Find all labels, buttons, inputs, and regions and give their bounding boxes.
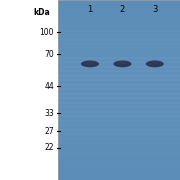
Ellipse shape (81, 60, 99, 67)
Text: 27: 27 (44, 127, 54, 136)
Bar (58, 75, 180, 81)
Text: 70: 70 (44, 50, 54, 59)
Bar (58, 43, 180, 50)
Bar (58, 160, 180, 166)
Bar (58, 0, 180, 4)
Bar (58, 3, 180, 9)
Bar (58, 133, 180, 140)
Bar (58, 147, 180, 153)
Bar (58, 16, 180, 22)
Ellipse shape (117, 62, 128, 64)
Text: kDa: kDa (34, 8, 50, 17)
Bar (58, 169, 180, 176)
Bar (58, 21, 180, 27)
Ellipse shape (113, 60, 131, 67)
Bar (58, 165, 180, 171)
Bar (58, 0, 180, 180)
Bar (58, 39, 180, 45)
Bar (58, 129, 180, 135)
Bar (58, 84, 180, 90)
Bar (58, 25, 180, 32)
Text: 22: 22 (44, 143, 54, 152)
Bar (58, 120, 180, 126)
Text: 33: 33 (44, 109, 54, 118)
Bar (58, 7, 180, 14)
Bar (58, 111, 180, 117)
Bar (58, 151, 180, 158)
Ellipse shape (149, 62, 160, 64)
Text: 44: 44 (44, 82, 54, 91)
Ellipse shape (85, 62, 95, 64)
Text: 3: 3 (152, 5, 158, 14)
Bar (58, 138, 180, 144)
Ellipse shape (146, 60, 164, 67)
Bar (58, 70, 180, 76)
Bar (58, 57, 180, 63)
Bar (58, 115, 180, 122)
Text: 100: 100 (39, 28, 54, 37)
Bar (58, 124, 180, 130)
Bar (58, 102, 180, 108)
Bar (58, 142, 180, 148)
Bar (58, 156, 180, 162)
Text: 1: 1 (87, 5, 93, 14)
Bar (58, 48, 180, 54)
Bar (58, 174, 180, 180)
Bar (58, 79, 180, 86)
Bar (58, 52, 180, 58)
Bar (58, 34, 180, 40)
Bar (58, 106, 180, 112)
Bar (58, 61, 180, 68)
Text: 2: 2 (120, 5, 125, 14)
Bar (58, 66, 180, 72)
Bar (58, 12, 180, 18)
Bar (58, 88, 180, 95)
Bar (58, 93, 180, 99)
Bar (58, 30, 180, 36)
Bar (58, 97, 180, 103)
